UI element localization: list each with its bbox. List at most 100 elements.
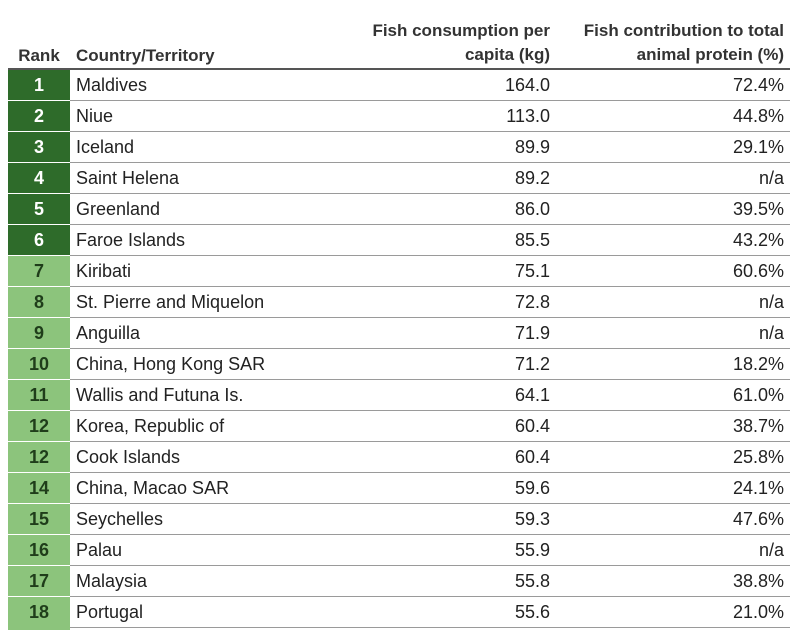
fish-consumption-cell: 71.2 bbox=[514, 353, 550, 374]
fish-consumption-cell: 59.6 bbox=[514, 477, 550, 498]
header-prot-line2: animal protein (%) bbox=[636, 45, 784, 64]
protein-contribution-cell: 43.2% bbox=[732, 229, 784, 250]
country-cell: Cook Islands bbox=[76, 446, 181, 467]
protein-contribution-cell: 39.5% bbox=[732, 198, 784, 219]
protein-contribution-cell: 25.8% bbox=[732, 446, 784, 467]
fish-consumption-cell: 85.5 bbox=[514, 229, 550, 250]
header-country: Country/Territory bbox=[76, 46, 215, 65]
table-row: 8 St. Pierre and Miquelon 72.8 n/a bbox=[8, 287, 790, 318]
table-row: 6 Faroe Islands 85.5 43.2% bbox=[8, 225, 790, 256]
header-rank: Rank bbox=[18, 46, 60, 65]
table-row: 3 Iceland 89.9 29.1% bbox=[8, 132, 790, 163]
fish-consumption-cell: 64.1 bbox=[514, 384, 550, 405]
rank-cell: 4 bbox=[8, 163, 70, 194]
country-cell: St. Pierre and Miquelon bbox=[76, 291, 265, 312]
table-row: 16 Palau 55.9 n/a bbox=[8, 535, 790, 566]
protein-contribution-cell: 61.0% bbox=[732, 384, 784, 405]
country-cell: Maldives bbox=[76, 74, 148, 95]
country-cell: Korea, Republic of bbox=[76, 415, 225, 436]
fish-consumption-cell: 113.0 bbox=[506, 105, 550, 126]
fish-consumption-cell: 71.9 bbox=[514, 322, 550, 343]
rank-cell: 15 bbox=[8, 504, 70, 535]
table-row: 2 Niue 113.0 44.8% bbox=[8, 101, 790, 132]
country-cell: Faroe Islands bbox=[76, 229, 186, 250]
table-row: 15 Seychelles 59.3 47.6% bbox=[8, 504, 790, 535]
rank-cell: 7 bbox=[8, 256, 70, 287]
protein-contribution-cell: n/a bbox=[758, 322, 784, 343]
fish-consumption-table: Rank Country/Territory Fish consumption … bbox=[8, 16, 790, 628]
fish-consumption-cell: 89.2 bbox=[514, 167, 550, 188]
protein-contribution-cell: 72.4% bbox=[732, 74, 784, 95]
country-cell: Malaysia bbox=[76, 570, 148, 591]
table-body: 1 Maldives 164.0 72.4% 2 Niue 113.0 44.8% 3 Icela… bbox=[8, 70, 790, 628]
protein-contribution-cell: 29.1% bbox=[732, 136, 784, 157]
fish-consumption-cell: 55.6 bbox=[514, 601, 550, 622]
fish-consumption-cell: 72.8 bbox=[514, 291, 550, 312]
protein-contribution-cell: 47.6% bbox=[732, 508, 784, 529]
rank-cell: 6 bbox=[8, 225, 70, 256]
rank-cell: 16 bbox=[8, 535, 70, 566]
table-row: 12 Cook Islands 60.4 25.8% bbox=[8, 442, 790, 473]
country-cell: China, Hong Kong SAR bbox=[76, 353, 266, 374]
rank-cell: 1 bbox=[8, 70, 70, 101]
country-cell: Niue bbox=[76, 105, 114, 126]
rank-cell: 8 bbox=[8, 287, 70, 318]
country-cell: Seychelles bbox=[76, 508, 164, 529]
rank-column-continuation bbox=[8, 621, 70, 630]
country-cell: Saint Helena bbox=[76, 167, 180, 188]
protein-contribution-cell: 18.2% bbox=[732, 353, 784, 374]
rank-cell: 17 bbox=[8, 566, 70, 597]
fish-consumption-cell: 55.9 bbox=[514, 539, 550, 560]
rank-cell: 2 bbox=[8, 101, 70, 132]
rank-cell: 12 bbox=[8, 411, 70, 442]
protein-contribution-cell: 24.1% bbox=[732, 477, 784, 498]
country-cell: Iceland bbox=[76, 136, 135, 157]
header-prot-line1: Fish contribution to total bbox=[583, 21, 784, 40]
fish-consumption-cell: 55.8 bbox=[514, 570, 550, 591]
header-protein-contribution: Fish contribution to total animal protei… bbox=[558, 19, 790, 68]
protein-contribution-cell: 21.0% bbox=[732, 601, 784, 622]
fish-consumption-cell: 164.0 bbox=[504, 74, 550, 95]
fish-consumption-cell: 89.9 bbox=[514, 136, 550, 157]
fish-consumption-cell: 60.4 bbox=[514, 446, 550, 467]
rank-cell: 9 bbox=[8, 318, 70, 349]
protein-contribution-cell: 60.6% bbox=[732, 260, 784, 281]
fish-consumption-cell: 60.4 bbox=[514, 415, 550, 436]
protein-contribution-cell: n/a bbox=[758, 167, 784, 188]
fish-consumption-cell: 59.3 bbox=[514, 508, 550, 529]
table-row: 17 Malaysia 55.8 38.8% bbox=[8, 566, 790, 597]
table-row: 18 Portugal 55.6 21.0% bbox=[8, 597, 790, 628]
table-row: 11 Wallis and Futuna Is. 64.1 61.0% bbox=[8, 380, 790, 411]
fish-consumption-cell: 75.1 bbox=[514, 260, 550, 281]
rank-cell: 12 bbox=[8, 442, 70, 473]
protein-contribution-cell: n/a bbox=[758, 291, 784, 312]
rank-cell: 14 bbox=[8, 473, 70, 504]
country-cell: Palau bbox=[76, 539, 123, 560]
protein-contribution-cell: n/a bbox=[758, 539, 784, 560]
table-row: 12 Korea, Republic of 60.4 38.7% bbox=[8, 411, 790, 442]
table-row: 5 Greenland 86.0 39.5% bbox=[8, 194, 790, 225]
country-cell: Kiribati bbox=[76, 260, 132, 281]
country-cell: Greenland bbox=[76, 198, 161, 219]
country-cell: Wallis and Futuna Is. bbox=[76, 384, 244, 405]
table-row: 1 Maldives 164.0 72.4% bbox=[8, 70, 790, 101]
table-row: 10 China, Hong Kong SAR 71.2 18.2% bbox=[8, 349, 790, 380]
protein-contribution-cell: 38.8% bbox=[732, 570, 784, 591]
table-header: Rank Country/Territory Fish consumption … bbox=[8, 16, 790, 70]
header-fish-line1: Fish consumption per bbox=[372, 21, 550, 40]
table-row: 14 China, Macao SAR 59.6 24.1% bbox=[8, 473, 790, 504]
rank-cell: 10 bbox=[8, 349, 70, 380]
header-fish-consumption: Fish consumption per capita (kg) bbox=[316, 19, 558, 68]
table-row: 9 Anguilla 71.9 n/a bbox=[8, 318, 790, 349]
table-row: 7 Kiribati 75.1 60.6% bbox=[8, 256, 790, 287]
table-row: 4 Saint Helena 89.2 n/a bbox=[8, 163, 790, 194]
country-cell: China, Macao SAR bbox=[76, 477, 230, 498]
rank-cell: 5 bbox=[8, 194, 70, 225]
protein-contribution-cell: 38.7% bbox=[732, 415, 784, 436]
protein-contribution-cell: 44.8% bbox=[732, 105, 784, 126]
rank-cell: 11 bbox=[8, 380, 70, 411]
fish-consumption-cell: 86.0 bbox=[514, 198, 550, 219]
rank-cell: 3 bbox=[8, 132, 70, 163]
header-fish-line2: capita (kg) bbox=[464, 45, 550, 64]
country-cell: Portugal bbox=[76, 601, 144, 622]
